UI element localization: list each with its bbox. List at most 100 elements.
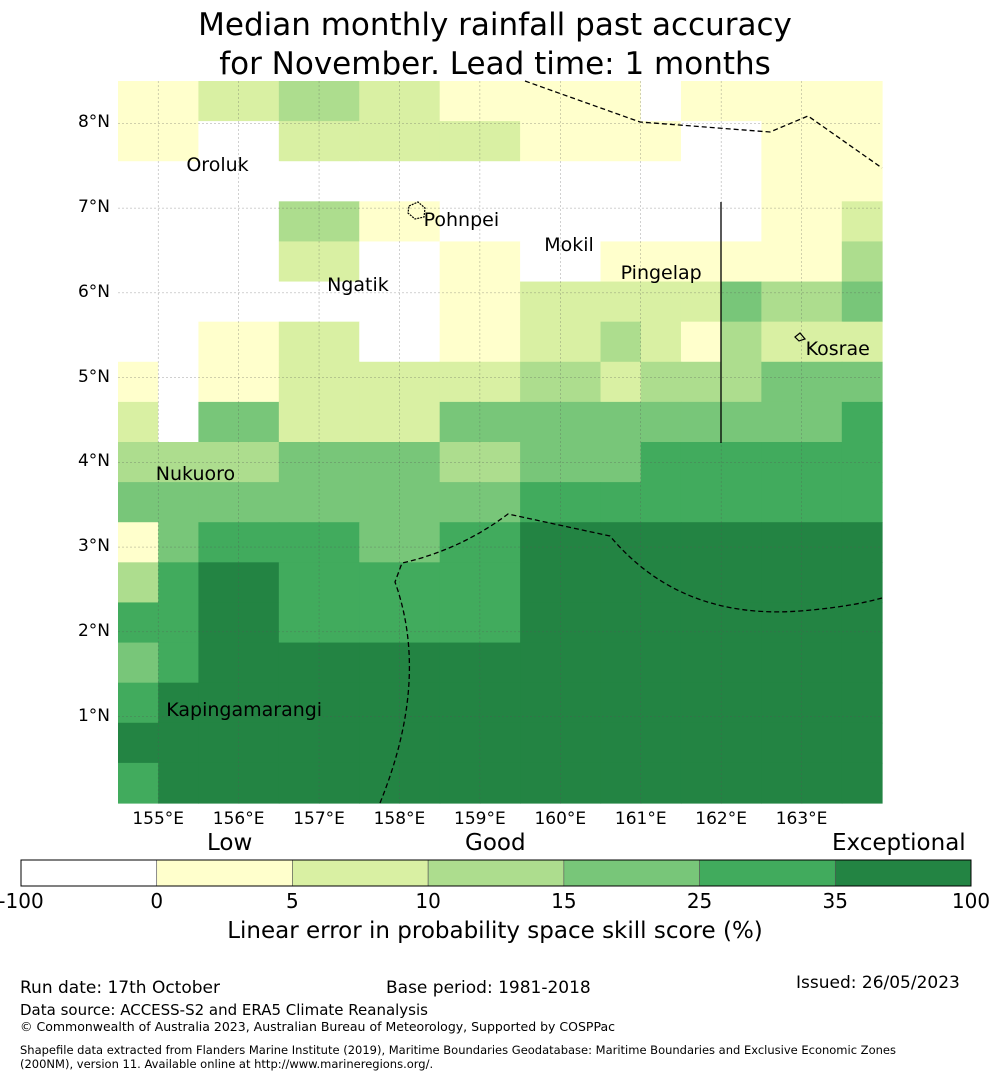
skill-cell: [680, 562, 722, 604]
skill-cell: [680, 121, 722, 162]
skill-cell: [118, 281, 159, 323]
skill-cell: [319, 762, 360, 804]
colorbar-tick: 5: [286, 889, 299, 913]
skill-cell: [399, 81, 441, 122]
skill-cell: [600, 81, 642, 122]
skill-cell: [278, 602, 320, 644]
skill-cell: [520, 642, 561, 684]
skill-cell: [560, 522, 602, 563]
skill-cell: [801, 121, 843, 162]
skill-cell: [359, 482, 401, 523]
lat-label: 8°N: [77, 112, 110, 133]
skill-cell: [359, 762, 401, 804]
skill-cell: [238, 201, 280, 243]
skill-cell: [118, 121, 159, 162]
skill-cell: [319, 281, 360, 323]
skill-cell: [238, 482, 280, 523]
skill-cell: [479, 241, 521, 283]
skill-cell: [600, 361, 642, 403]
skill-cell: [680, 482, 722, 523]
skill-cell: [600, 562, 642, 604]
skill-cell: [600, 482, 642, 523]
lat-label: 5°N: [77, 366, 110, 387]
skill-cell: [198, 201, 240, 243]
colorbar-tick: 100: [951, 889, 990, 913]
skill-cell: [560, 281, 602, 323]
skill-cell: [721, 401, 762, 443]
legend-category-exceptional: Exceptional: [832, 830, 966, 856]
skill-cell: [761, 361, 803, 403]
skill-cell: [640, 762, 682, 804]
skill-cell: [479, 602, 521, 644]
skill-cell: [158, 401, 200, 443]
skill-cell: [359, 121, 401, 162]
skill-cell: [841, 602, 883, 644]
skill-cell: [479, 762, 521, 804]
skill-cell: [238, 522, 280, 563]
legend-category-good: Good: [465, 830, 526, 856]
skill-cell: [680, 321, 722, 363]
skill-cell: [399, 401, 441, 443]
skill-cell: [841, 121, 883, 162]
skill-cell: [801, 81, 843, 122]
skill-cell: [198, 241, 240, 283]
skill-cell: [399, 281, 441, 323]
skill-cell: [198, 642, 240, 684]
skill-cell: [238, 762, 280, 804]
skill-cell: [520, 562, 561, 604]
skill-cell: [238, 401, 280, 443]
data-source: Data source: ACCESS-S2 and ERA5 Climate …: [20, 1001, 428, 1019]
colorbar-swatch: [292, 859, 429, 887]
skill-cell: [801, 161, 843, 202]
skill-cell: [680, 201, 722, 243]
skill-cell: [801, 401, 843, 443]
skill-cell: [721, 81, 762, 122]
skill-cell: [761, 682, 803, 724]
skill-cell: [560, 642, 602, 684]
lon-label: 157°E: [293, 809, 345, 829]
skill-cell: [520, 722, 561, 764]
skill-cell: [841, 722, 883, 764]
skill-cell: [600, 762, 642, 804]
place-label-mokil: Mokil: [544, 234, 594, 257]
skill-cell: [399, 562, 441, 604]
skill-cell: [801, 602, 843, 644]
skill-cell: [118, 201, 159, 243]
skill-cell: [600, 161, 642, 202]
skill-cell: [841, 562, 883, 604]
skill-cell: [560, 361, 602, 403]
skill-cell: [399, 762, 441, 804]
skill-cell: [841, 201, 883, 243]
skill-cell: [439, 121, 481, 162]
skill-cell: [479, 361, 521, 403]
skill-cell: [520, 482, 561, 523]
skill-cell: [801, 321, 843, 363]
colorbar-swatch: [563, 859, 700, 887]
skill-cell: [680, 602, 722, 644]
colorbar-label: Linear error in probability space skill …: [227, 918, 763, 944]
skill-cell: [439, 161, 481, 202]
skill-cell: [238, 642, 280, 684]
skill-cell: [198, 482, 240, 523]
skill-cell: [118, 482, 159, 523]
skill-cell: [479, 321, 521, 363]
skill-cell: [761, 121, 803, 162]
skill-cell: [439, 281, 481, 323]
skill-cell: [439, 722, 481, 764]
colorbar-swatch: [427, 859, 565, 887]
skill-cell: [439, 642, 481, 684]
skill-cell: [198, 281, 240, 323]
skill-cell: [479, 161, 521, 202]
skill-cell: [520, 762, 561, 804]
skill-cell: [721, 201, 762, 243]
skill-cell: [198, 762, 240, 804]
island-outlines: [407, 201, 807, 342]
skill-cell: [278, 201, 320, 243]
skill-cell: [721, 562, 762, 604]
shapefile-credit-1: Shapefile data extracted from Flanders M…: [20, 1043, 896, 1057]
skill-cell: [560, 722, 602, 764]
skill-cell: [198, 522, 240, 563]
skill-cell: [439, 241, 481, 283]
skill-cell: [801, 281, 843, 323]
lon-label: 163°E: [775, 809, 828, 829]
